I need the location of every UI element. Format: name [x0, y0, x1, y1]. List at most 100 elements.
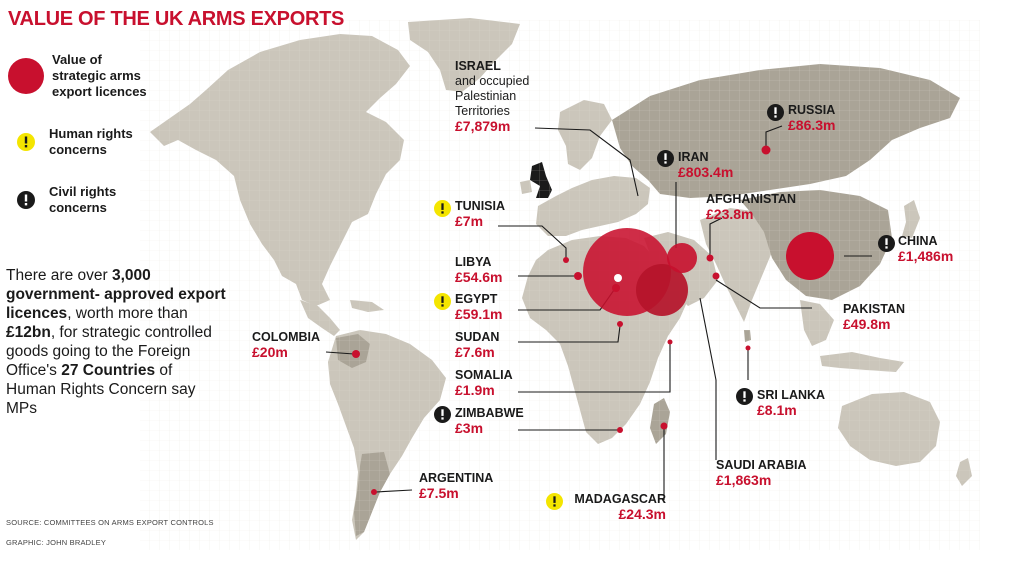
legend-value: Value of strategic arms export licences: [8, 52, 152, 100]
label-israel-sub3: Territories: [455, 104, 510, 118]
label-argentina-value: £7.5m: [419, 485, 459, 501]
civil-rights-icon: [767, 104, 784, 121]
label-sri-lanka: SRI LANKA £8.1m: [757, 388, 825, 418]
legend-value-label: Value of strategic arms export licences: [52, 52, 147, 99]
graphic-credit: GRAPHIC: JOHN BRADLEY: [6, 538, 107, 547]
summary-text-bold-1: 3,000 government- approved export licenc…: [6, 267, 226, 322]
label-tunisia: TUNISIA £7m: [455, 199, 505, 229]
legend-human-rights: Human rights concerns: [8, 126, 149, 158]
bubble-china: [786, 232, 834, 280]
civil-rights-icon: [17, 191, 35, 209]
human-rights-icon: [17, 133, 35, 151]
leader-line-colombia: [325, 351, 355, 355]
summary-text-part-3: , for strategic controlled goods going t…: [6, 324, 212, 379]
label-libya-value: £54.6m: [455, 269, 503, 285]
leader-line-argentina: [375, 489, 413, 493]
label-madagascar-value: £24.3m: [618, 506, 666, 522]
leader-line-sudan: [518, 325, 621, 343]
dot-russia: [761, 145, 771, 155]
label-russia: RUSSIA £86.3m: [788, 103, 835, 133]
dot-egypt: [612, 284, 620, 292]
label-iran-value: £803.4m: [678, 164, 734, 180]
bubble-iran: [667, 243, 697, 273]
label-egypt-name: EGYPT: [455, 292, 498, 306]
dot-zimbabwe: [617, 427, 623, 433]
label-tunisia-name: TUNISIA: [455, 199, 505, 213]
summary-text-part-4: of Human Rights Concern say MPs: [6, 362, 196, 417]
label-egypt: EGYPT £59.1m: [455, 292, 502, 322]
label-iran-name: IRAN: [678, 150, 709, 164]
label-argentina-name: ARGENTINA: [419, 471, 494, 485]
label-colombia-name: COLOMBIA: [252, 330, 321, 344]
label-pakistan: PAKISTAN £49.8m: [843, 302, 905, 332]
label-china-name: CHINA: [898, 234, 938, 248]
leader-line-israel: [534, 127, 639, 197]
leader-line-tunisia: [498, 225, 567, 258]
summary-text-part-1: There are over: [6, 267, 112, 284]
leader-line-somalia: [518, 344, 671, 393]
label-israel-name: ISRAEL: [455, 59, 501, 73]
label-somalia-name: SOMALIA: [455, 368, 513, 382]
label-colombia-value: £20m: [252, 344, 288, 360]
label-israel-sub1: and occupied: [455, 74, 530, 88]
leader-lines: [325, 125, 872, 500]
dot-israel-center: [614, 274, 622, 282]
label-iran: IRAN £803.4m: [678, 150, 733, 180]
label-madagascar: MADAGASCAR £24.3m: [566, 492, 666, 522]
label-somalia-value: £1.9m: [455, 382, 495, 398]
value-bubble-icon: [8, 58, 44, 94]
label-sudan-name: SUDAN: [455, 330, 500, 344]
label-madagascar-name: MADAGASCAR: [574, 492, 666, 506]
label-sri-lanka-name: SRI LANKA: [757, 388, 826, 402]
dot-tunisia: [563, 257, 569, 263]
label-egypt-value: £59.1m: [455, 306, 503, 322]
civil-rights-icon: [736, 388, 753, 405]
dot-afghanistan: [706, 254, 714, 262]
bubble-saudi-arabia: [636, 264, 688, 316]
map-grid-texture: [140, 20, 980, 550]
label-israel: ISRAEL and occupied Palestinian Territor…: [455, 59, 529, 134]
legend-human-rights-label: Human rights concerns: [49, 126, 133, 157]
leader-line-afghanistan: [709, 217, 723, 256]
label-saudi-arabia-value: £1,863m: [716, 472, 772, 488]
label-tunisia-value: £7m: [455, 213, 484, 229]
label-sri-lanka-value: £8.1m: [757, 402, 797, 418]
summary-text-bold-3: 27 Countries: [61, 362, 156, 379]
dot-somalia: [667, 339, 673, 345]
summary-text-bold-2: £12bn: [6, 324, 51, 341]
source-credit: SOURCE: COMMITTEES ON ARMS EXPORT CONTRO…: [6, 518, 214, 527]
summary-text: There are over 3,000 government- approve…: [6, 266, 226, 418]
dot-sri-lanka: [745, 345, 751, 351]
label-somalia: SOMALIA £1.9m: [455, 368, 513, 398]
civil-rights-icon: [657, 150, 674, 167]
label-saudi-arabia: SAUDI ARABIA £1,863m: [716, 458, 807, 488]
legend-civil-rights-label: Civil rights concerns: [49, 184, 117, 215]
label-colombia: COLOMBIA £20m: [252, 330, 320, 360]
human-rights-icon: [546, 493, 563, 510]
leader-line-russia: [765, 125, 783, 148]
label-afghanistan: AFGHANISTAN £23.8m: [706, 192, 796, 222]
dot-madagascar: [660, 422, 668, 430]
dot-colombia: [352, 350, 360, 358]
label-argentina: ARGENTINA £7.5m: [419, 471, 493, 501]
page-title: VALUE OF THE UK ARMS EXPORTS: [8, 8, 345, 30]
dot-libya: [574, 272, 582, 280]
dot-pakistan: [712, 272, 720, 280]
leader-line-pakistan: [715, 279, 812, 309]
dot-sudan: [617, 321, 623, 327]
leader-line-saudi-arabia: [699, 297, 717, 460]
summary-text-part-2: , worth more than: [67, 305, 188, 322]
label-china: CHINA £1,486m: [898, 234, 953, 264]
value-bubbles: [352, 145, 834, 495]
label-sudan: SUDAN £7.6m: [455, 330, 499, 360]
label-libya-name: LIBYA: [455, 255, 492, 269]
label-zimbabwe: ZIMBABWE £3m: [455, 406, 524, 436]
dot-argentina: [371, 489, 377, 495]
label-sudan-value: £7.6m: [455, 344, 495, 360]
civil-rights-icon: [434, 406, 451, 423]
label-russia-value: £86.3m: [788, 117, 836, 133]
label-libya: LIBYA £54.6m: [455, 255, 502, 285]
label-afghanistan-name: AFGHANISTAN: [706, 192, 797, 206]
label-zimbabwe-value: £3m: [455, 420, 484, 436]
